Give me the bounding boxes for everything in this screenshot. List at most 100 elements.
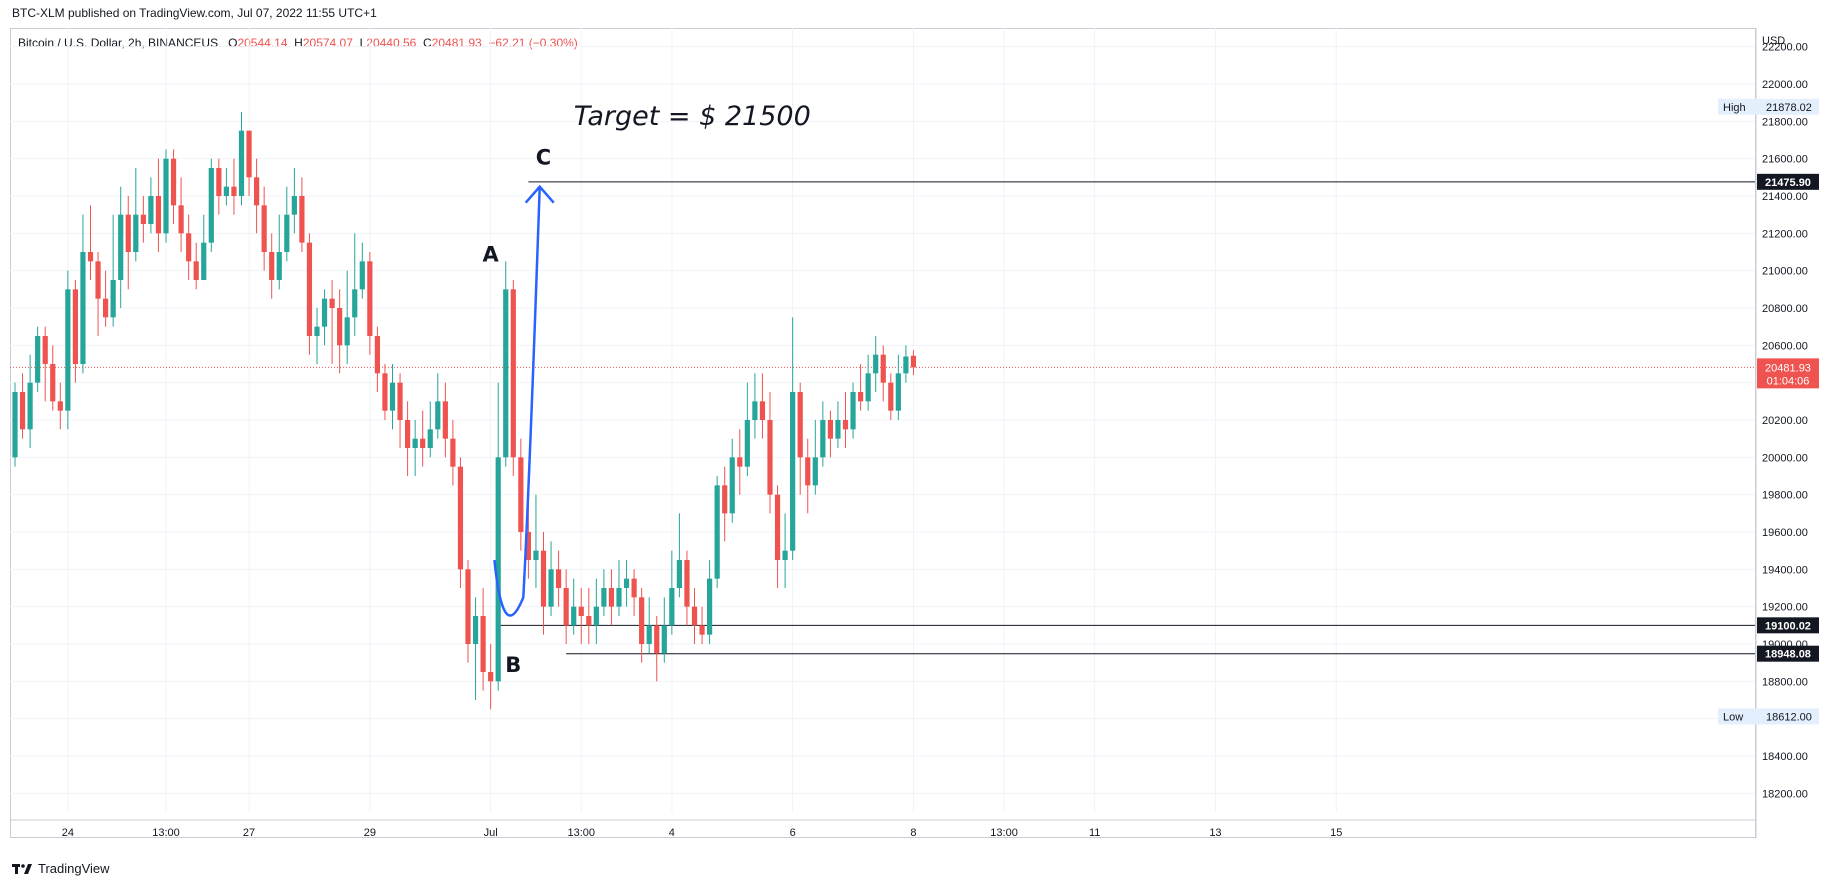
candle-body xyxy=(525,532,531,560)
candle-body xyxy=(797,392,803,458)
candle-body xyxy=(669,588,675,626)
y-tick-label: 20200.00 xyxy=(1762,415,1808,427)
candle-body xyxy=(382,373,388,411)
candle-body xyxy=(216,168,222,196)
candle-body xyxy=(510,289,516,458)
candle-body xyxy=(193,261,199,280)
target-annotation: Target = $ 21500 xyxy=(574,101,811,132)
candle-body xyxy=(427,429,433,448)
price-level-label: 21475.90 xyxy=(1765,177,1811,189)
candle-body xyxy=(133,214,139,252)
candle-body xyxy=(118,214,124,280)
high-marker-label: High xyxy=(1723,102,1746,114)
high-label: H xyxy=(294,36,303,50)
candle-body xyxy=(87,252,94,262)
candle-body xyxy=(608,588,615,607)
x-tick-label: 8 xyxy=(910,827,916,839)
candle-body xyxy=(895,373,901,411)
price-level-tag xyxy=(1757,645,1819,662)
price-level-label: 19100.02 xyxy=(1765,620,1811,632)
candle-body xyxy=(601,588,607,607)
low-marker-bg xyxy=(1718,708,1819,725)
candle-body xyxy=(42,336,48,364)
grid xyxy=(10,28,1755,812)
candle-body xyxy=(374,336,380,374)
candle-body xyxy=(646,625,652,644)
candle-body xyxy=(835,420,841,439)
candle-body xyxy=(707,578,713,635)
high-marker-value: 21878.02 xyxy=(1766,102,1812,114)
candle-body xyxy=(291,196,297,215)
candle-body xyxy=(465,569,471,644)
current-price-label: 20481.93 xyxy=(1765,362,1811,374)
candle-body xyxy=(72,289,78,364)
candle-body xyxy=(186,233,192,262)
candle-body xyxy=(737,457,743,467)
y-tick-label: 20600.00 xyxy=(1762,340,1808,352)
candle-body xyxy=(148,196,154,224)
candle-body xyxy=(873,354,879,374)
y-tick-label: 18800.00 xyxy=(1762,676,1808,688)
candle-body xyxy=(389,382,396,411)
candle-body xyxy=(352,289,358,318)
price-level-label: 18948.08 xyxy=(1765,649,1811,661)
candle-body xyxy=(329,298,335,308)
y-tick-label: 22200.00 xyxy=(1762,42,1808,54)
candle-body xyxy=(344,317,350,346)
arrow-curve xyxy=(493,186,541,617)
candle-body xyxy=(827,420,833,439)
candle-body xyxy=(472,616,479,644)
candle-body xyxy=(820,420,826,458)
candle-body xyxy=(276,252,282,280)
candle-body xyxy=(812,457,818,486)
candle-body xyxy=(435,401,441,430)
candle-body xyxy=(397,382,403,420)
candle-body xyxy=(321,298,328,327)
y-tick-label: 21000.00 xyxy=(1762,266,1808,278)
candle-body xyxy=(903,356,909,374)
candle-body xyxy=(684,560,690,607)
low-marker-label: Low xyxy=(1723,711,1743,723)
candle-body xyxy=(910,355,917,368)
tradingview-logo-icon xyxy=(12,863,32,874)
candle-body xyxy=(12,392,18,458)
candle-body xyxy=(752,401,758,420)
y-tick-label: 21800.00 xyxy=(1762,116,1808,128)
countdown-label: 01:04:06 xyxy=(1767,375,1810,387)
candle-body xyxy=(676,560,682,588)
candle-body xyxy=(27,382,33,430)
candle-body xyxy=(880,354,886,383)
y-tick-label: 19400.00 xyxy=(1762,564,1808,576)
candle-body xyxy=(578,606,584,616)
candle-body xyxy=(790,392,796,551)
x-tick-label: 13:00 xyxy=(567,827,595,839)
candle-body xyxy=(299,196,305,243)
arrow-head xyxy=(524,184,555,204)
candle-body xyxy=(457,466,464,570)
close-label: C xyxy=(423,36,432,50)
candle-body xyxy=(548,569,554,607)
x-tick-label: 13:00 xyxy=(990,827,1018,839)
candle-body xyxy=(865,373,871,402)
candle-body xyxy=(774,494,781,560)
candle-body xyxy=(593,606,599,626)
candle-body xyxy=(729,457,735,514)
x-tick-label: 13 xyxy=(1209,827,1221,839)
x-tick-label: 4 xyxy=(669,827,675,839)
candle-body xyxy=(888,382,894,411)
candle-body xyxy=(35,336,41,383)
footer[interactable]: TradingView xyxy=(12,861,110,876)
candle-body xyxy=(518,457,524,532)
x-tick-label: 15 xyxy=(1330,827,1342,839)
high-marker-bg xyxy=(1718,98,1819,115)
candle-body xyxy=(208,168,214,243)
price-level-tag xyxy=(1757,617,1819,634)
y-tick-label: 19600.00 xyxy=(1762,527,1808,539)
y-tick-label: 18200.00 xyxy=(1762,788,1808,800)
candle-body xyxy=(231,186,237,196)
x-tick-label: 29 xyxy=(364,827,376,839)
candle-body xyxy=(19,392,26,430)
candle-body xyxy=(631,578,637,598)
candle-body xyxy=(623,578,630,588)
